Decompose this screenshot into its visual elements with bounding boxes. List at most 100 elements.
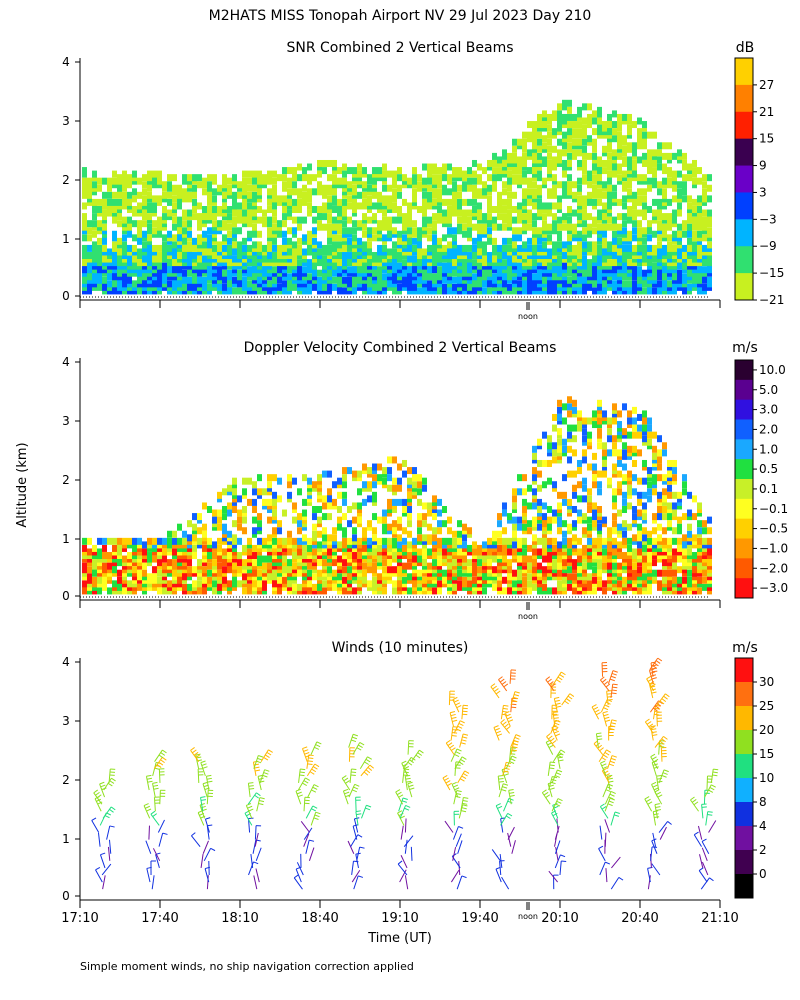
data-cell bbox=[512, 587, 517, 595]
data-cell bbox=[662, 213, 667, 221]
data-cell bbox=[127, 562, 132, 570]
data-cell bbox=[597, 209, 602, 217]
colorbar-frame bbox=[734, 57, 754, 301]
data-cell bbox=[427, 280, 432, 288]
data-cell bbox=[467, 527, 472, 535]
data-cell bbox=[177, 576, 182, 584]
data-cell bbox=[247, 177, 252, 185]
data-cell bbox=[552, 562, 557, 570]
y-tick-label: 2 bbox=[62, 173, 70, 187]
data-cell bbox=[322, 537, 327, 545]
data-cell bbox=[172, 255, 177, 263]
data-cell bbox=[377, 255, 382, 263]
data-cell bbox=[352, 188, 357, 196]
data-cell bbox=[307, 488, 312, 496]
data-cell bbox=[522, 559, 527, 567]
data-cell bbox=[517, 159, 522, 167]
data-cell bbox=[117, 280, 122, 288]
data-cell bbox=[322, 213, 327, 221]
data-cell bbox=[497, 269, 502, 277]
data-cell bbox=[567, 135, 572, 143]
data-cell bbox=[457, 223, 462, 231]
data-cell bbox=[272, 259, 277, 267]
data-cell bbox=[582, 152, 587, 160]
data-cell bbox=[167, 252, 172, 260]
data-cell bbox=[302, 580, 307, 588]
data-cell bbox=[597, 244, 602, 252]
data-cell bbox=[447, 541, 452, 549]
data-cell bbox=[562, 562, 567, 570]
data-cell bbox=[412, 237, 417, 245]
data-cell bbox=[567, 128, 572, 136]
data-cell bbox=[562, 491, 567, 499]
data-cell bbox=[432, 502, 437, 510]
data-cell bbox=[397, 276, 402, 284]
data-cell bbox=[547, 223, 552, 231]
data-cell bbox=[132, 177, 137, 185]
data-cell bbox=[352, 576, 357, 584]
data-cell bbox=[537, 152, 542, 160]
data-cell bbox=[287, 266, 292, 274]
data-cell bbox=[257, 474, 262, 482]
data-cell bbox=[372, 287, 377, 295]
data-cell bbox=[567, 280, 572, 288]
data-cell bbox=[497, 537, 502, 545]
data-cell bbox=[432, 534, 437, 542]
data-cell bbox=[277, 273, 282, 281]
data-cell bbox=[82, 220, 87, 228]
data-cell bbox=[302, 520, 307, 528]
data-cell bbox=[572, 234, 577, 242]
data-cell bbox=[162, 223, 167, 231]
data-cell bbox=[272, 276, 277, 284]
data-cell bbox=[237, 569, 242, 577]
data-cell bbox=[452, 566, 457, 574]
data-cell bbox=[582, 276, 587, 284]
data-cell bbox=[502, 273, 507, 281]
data-cell bbox=[582, 280, 587, 288]
data-cell bbox=[607, 248, 612, 256]
data-cell bbox=[567, 541, 572, 549]
data-cell bbox=[367, 259, 372, 267]
data-cell bbox=[657, 213, 662, 221]
data-cell bbox=[322, 287, 327, 295]
data-cell bbox=[567, 287, 572, 295]
data-cell bbox=[427, 255, 432, 263]
data-cell bbox=[102, 191, 107, 199]
data-cell bbox=[502, 287, 507, 295]
data-cell bbox=[292, 541, 297, 549]
data-cell bbox=[647, 266, 652, 274]
data-cell bbox=[697, 241, 702, 249]
data-cell bbox=[402, 259, 407, 267]
data-cell bbox=[377, 223, 382, 231]
data-cell bbox=[347, 552, 352, 560]
data-cell bbox=[707, 262, 712, 270]
data-cell bbox=[597, 188, 602, 196]
data-cell bbox=[532, 188, 537, 196]
data-cell bbox=[477, 266, 482, 274]
data-cell bbox=[317, 544, 322, 552]
data-cell bbox=[392, 552, 397, 560]
data-cell bbox=[412, 280, 417, 288]
data-cell bbox=[272, 269, 277, 277]
data-cell bbox=[277, 259, 282, 267]
data-cell bbox=[432, 562, 437, 570]
data-cell bbox=[427, 244, 432, 252]
data-cell bbox=[602, 283, 607, 291]
data-cell bbox=[182, 283, 187, 291]
data-cell bbox=[557, 413, 562, 421]
data-cell bbox=[217, 548, 222, 556]
data-cell bbox=[552, 131, 557, 139]
data-cell bbox=[702, 209, 707, 217]
data-cell bbox=[247, 202, 252, 210]
data-cell bbox=[447, 177, 452, 185]
data-cell bbox=[272, 237, 277, 245]
data-cell bbox=[642, 227, 647, 235]
data-cell bbox=[622, 159, 627, 167]
data-cell bbox=[252, 262, 257, 270]
data-cell bbox=[117, 541, 122, 549]
data-cell bbox=[367, 273, 372, 281]
data-cell bbox=[257, 195, 262, 203]
data-cell bbox=[412, 259, 417, 267]
data-cell bbox=[157, 195, 162, 203]
data-cell bbox=[547, 552, 552, 560]
